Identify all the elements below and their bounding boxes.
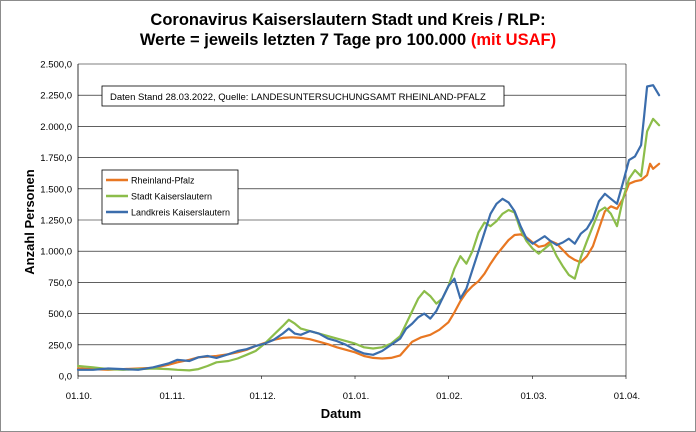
chart-title-main: Werte = jeweils letzten 7 Tage pro 100.0… (139, 31, 467, 49)
y-axis-label: Anzahl Personen (22, 169, 37, 275)
x-tick-label: 01.10. (66, 391, 92, 402)
x-tick-label: 01.11. (159, 391, 185, 402)
y-tick-label: 2.250,0 (40, 91, 72, 102)
x-axis-label: Datum (321, 406, 361, 421)
y-tick-label: 500,0 (48, 309, 72, 320)
axes (77, 64, 627, 379)
y-tick-label: 1.000,0 (40, 247, 72, 258)
y-tick-label: 750,0 (48, 278, 72, 289)
series-line-2 (76, 117, 661, 372)
series-lines (76, 84, 661, 372)
legend-label: Stadt Kaiserslautern (131, 192, 212, 202)
x-tick-labels: 01.10. 01.11. 01.12. 01.01. 01.02. 01.03. 01.0… (66, 391, 640, 402)
y-tick-label: 1.250,0 (40, 216, 72, 227)
x-tick-label: 01.01. (343, 391, 369, 402)
legend: Rheinland-Pfalz Stadt Kaiserslautern Landk… (101, 169, 239, 225)
y-tick-label: 250,0 (48, 340, 72, 351)
x-tick-label: 01.03. (520, 391, 546, 402)
chart-title-line1: Coronavirus Kaiserslautern Stadt und Kre… (150, 11, 546, 29)
y-tick-label: 1.500,0 (40, 184, 72, 195)
series-line-3 (76, 84, 661, 371)
y-tick-label: 1.750,0 (40, 153, 72, 164)
chart-title-accent: (mit USAF) (470, 31, 557, 49)
x-tick-label: 01.12. (249, 391, 275, 402)
annotation-box: Daten Stand 28.03.2022, Quelle: LANDESUN… (101, 85, 505, 107)
legend-label: Landkreis Kaiserslautern (131, 208, 230, 218)
y-tick-label: 2.000,0 (40, 122, 72, 133)
x-tick-label: 01.04. (614, 391, 640, 402)
x-tick-label: 01.02. (436, 391, 462, 402)
y-tick-labels: 0,0 250,0 500,0 750,0 1.000,0 1.250,0 1.500,0 1… (40, 60, 72, 383)
legend-label: Rheinland-Pfalz (131, 176, 195, 186)
y-tick-label: 2.500,0 (40, 60, 72, 71)
chart-title-line2: Werte = jeweils letzten 7 Tage pro 100.0… (0, 30, 696, 50)
y-tick-label: 0,0 (59, 372, 72, 383)
annotation-text: Daten Stand 28.03.2022, Quelle: LANDESUN… (110, 92, 486, 103)
